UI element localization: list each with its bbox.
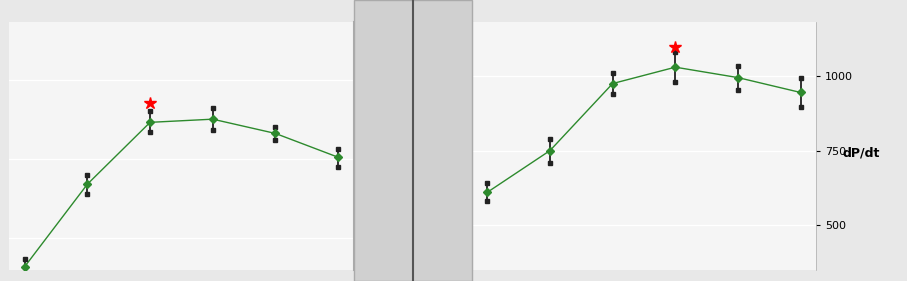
Y-axis label: dP/dt: dP/dt [843,146,881,159]
Y-axis label: Pm: Pm [385,146,406,159]
